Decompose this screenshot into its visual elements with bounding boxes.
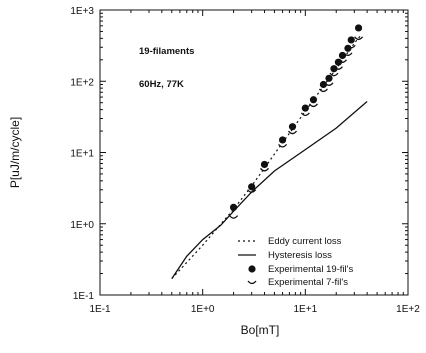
- series-7fil-point: [278, 143, 288, 148]
- legend-label: Hysteresis loss: [268, 250, 332, 261]
- series-19fil-point: [309, 96, 318, 104]
- legend-label: Experimental 7-fil's: [268, 277, 348, 288]
- x-axis-label: Bo[mT]: [241, 323, 280, 337]
- y-tick-label: 1E+2: [70, 77, 94, 88]
- series-19fil-point: [260, 160, 269, 169]
- series-7fil-point: [337, 59, 347, 63]
- series-7fil-point: [259, 167, 269, 172]
- series-7fil-point: [324, 82, 334, 86]
- series-7fil-point: [300, 112, 310, 117]
- series-19fil-point: [338, 51, 347, 60]
- series-19fil-point: [325, 74, 333, 82]
- series-7fil-point: [229, 215, 239, 219]
- series-19fil-point: [301, 104, 309, 112]
- legend-7fil-symbol: [247, 280, 257, 285]
- series-7fil-point: [354, 36, 364, 40]
- series-19fil-point: [229, 203, 238, 211]
- series-7fil-point: [343, 52, 353, 57]
- series-19fil-point: [278, 136, 287, 144]
- series-7fil-point: [308, 103, 318, 108]
- annotation-conditions: 60Hz, 77K: [139, 79, 184, 90]
- series-7fil-point: [287, 130, 298, 135]
- series-19fil-point: [288, 123, 297, 131]
- x-tick-label: 1E-1: [89, 304, 111, 315]
- x-tick-label: 1E+0: [191, 304, 215, 315]
- series-eddy-current-line: [171, 34, 362, 280]
- plot-area: 1E-1 1E+0 1E+1 1E+2 1E-1 1E+0 1E+1 1E+2 1E+3 Bo[m…: [8, 6, 420, 337]
- series-19fil-point: [347, 36, 355, 44]
- y-tick-label: 1E+3: [70, 6, 94, 17]
- y-tick-label: 1E-1: [73, 291, 95, 302]
- series-7fil-point: [333, 66, 343, 70]
- series-19fil-point: [248, 183, 256, 191]
- series-7fil-point: [247, 189, 257, 193]
- annotation-filaments: 19-filaments: [139, 46, 194, 57]
- series-19fil-point: [330, 65, 338, 73]
- series-19fil-point: [334, 58, 343, 66]
- y-axis-label: P[uJ/m/cycle]: [8, 117, 22, 188]
- legend-19fil-symbol: [248, 265, 256, 273]
- series-19fil-point: [354, 24, 363, 32]
- y-tick-label: 1E+1: [70, 149, 94, 160]
- series-hysteresis-line: [171, 101, 368, 279]
- legend-label: Experimental 19-fil's: [268, 264, 353, 275]
- y-tick-label: 1E+0: [70, 220, 94, 231]
- series-7fil-point: [318, 88, 328, 93]
- series-19fil-point: [344, 44, 352, 52]
- series-7fil-point: [346, 44, 356, 49]
- x-tick-label: 1E+2: [396, 304, 420, 315]
- legend-label: Eddy current loss: [268, 236, 342, 247]
- x-tick-label: 1E+1: [294, 304, 318, 315]
- series-7fil-point: [329, 72, 339, 77]
